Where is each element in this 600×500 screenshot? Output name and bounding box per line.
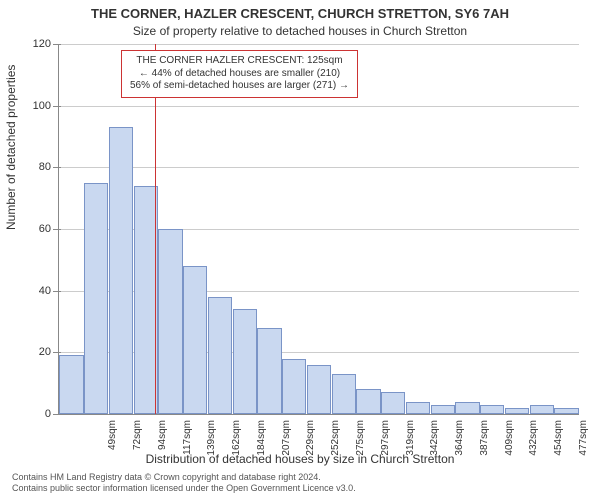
histogram-bar [455, 402, 479, 414]
y-tick [53, 414, 61, 415]
y-tick [53, 44, 61, 45]
attribution-line: Contains public sector information licen… [12, 483, 588, 494]
y-tick-label: 60 [23, 223, 51, 235]
attribution-text: Contains HM Land Registry data © Crown c… [12, 472, 588, 494]
histogram-bar [84, 183, 108, 414]
y-tick [53, 106, 61, 107]
chart-subtitle: Size of property relative to detached ho… [0, 24, 600, 38]
histogram-bar [183, 266, 207, 414]
histogram-bar [208, 297, 232, 414]
histogram-bar [59, 355, 83, 414]
gridline [59, 167, 579, 168]
histogram-bar [257, 328, 281, 414]
y-tick-label: 120 [23, 38, 51, 50]
histogram-bar [530, 405, 554, 414]
y-tick-label: 20 [23, 346, 51, 358]
histogram-bar [307, 365, 331, 414]
x-axis-label: Distribution of detached houses by size … [0, 452, 600, 466]
y-tick-label: 0 [23, 408, 51, 420]
callout-line: ← 44% of detached houses are smaller (21… [130, 68, 349, 81]
gridline [59, 106, 579, 107]
callout-line: 56% of semi-detached houses are larger (… [130, 80, 349, 93]
histogram-bar [109, 127, 133, 414]
histogram-bar [158, 229, 182, 414]
y-tick [53, 291, 61, 292]
histogram-bar [381, 392, 405, 414]
y-axis-label: Number of detached properties [4, 65, 18, 230]
histogram-bar [233, 309, 257, 414]
y-tick [53, 167, 61, 168]
y-tick [53, 229, 61, 230]
callout-line: THE CORNER HAZLER CRESCENT: 125sqm [130, 55, 349, 68]
chart-title: THE CORNER, HAZLER CRESCENT, CHURCH STRE… [0, 6, 600, 21]
gridline [59, 44, 579, 45]
histogram-bar [332, 374, 356, 414]
histogram-bar [406, 402, 430, 414]
histogram-bar [505, 408, 529, 414]
chart-container: THE CORNER, HAZLER CRESCENT, CHURCH STRE… [0, 0, 600, 500]
y-tick-label: 80 [23, 161, 51, 173]
y-tick-label: 100 [23, 100, 51, 112]
reference-line [155, 44, 156, 414]
callout-box: THE CORNER HAZLER CRESCENT: 125sqm← 44% … [121, 50, 358, 98]
y-tick [53, 352, 61, 353]
histogram-bar [356, 389, 380, 414]
histogram-bar [431, 405, 455, 414]
y-tick-label: 40 [23, 285, 51, 297]
plot-area: 02040608010012049sqm72sqm94sqm117sqm139s… [58, 44, 579, 415]
histogram-bar [554, 408, 578, 414]
histogram-bar [480, 405, 504, 414]
histogram-bar [282, 359, 306, 415]
attribution-line: Contains HM Land Registry data © Crown c… [12, 472, 588, 483]
